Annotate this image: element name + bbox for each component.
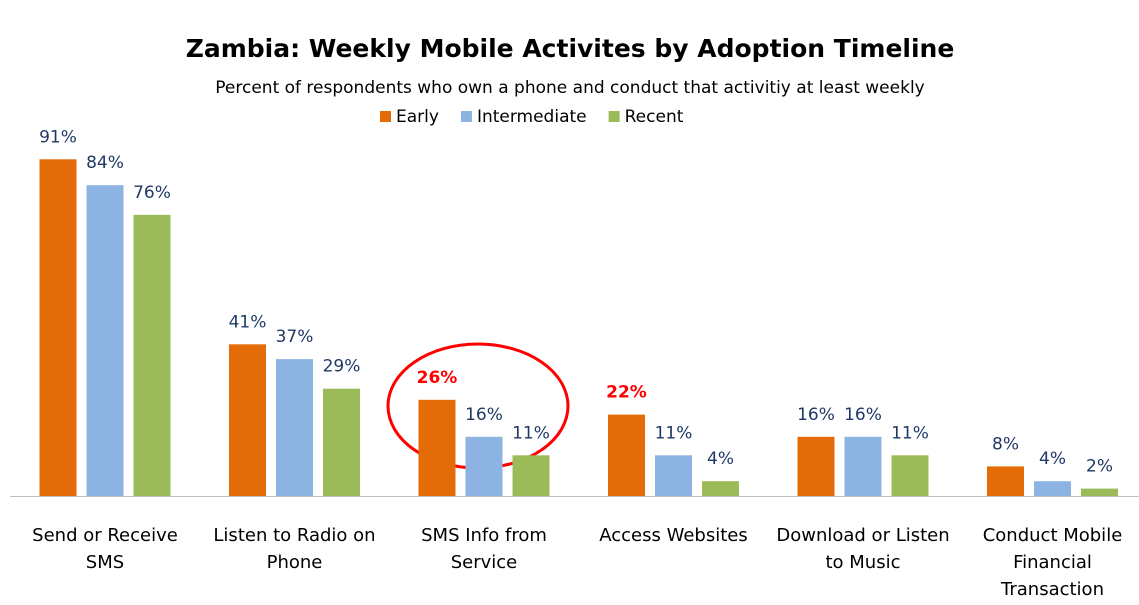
x-tick-label: SMS Info from Service [421, 525, 547, 573]
bar [844, 436, 882, 496]
value-label: 26% [417, 368, 458, 388]
bar [86, 185, 124, 496]
value-label: 2% [1086, 457, 1113, 477]
x-tick-label: Download or Listen to Music [776, 525, 950, 573]
value-label: 11% [655, 423, 693, 443]
chart-subtitle: Percent of respondents who own a phone a… [215, 78, 924, 98]
value-label: 11% [891, 423, 929, 443]
value-label: 4% [1039, 449, 1066, 469]
bar [39, 159, 77, 497]
bar [465, 436, 503, 496]
bar [1034, 481, 1071, 496]
bar [655, 455, 692, 496]
bar [987, 466, 1024, 496]
x-tick-label: Send or Receive SMS [32, 525, 178, 573]
legend-swatch [460, 111, 472, 122]
value-label: 11% [512, 423, 550, 443]
value-label: 76% [133, 183, 171, 203]
bar [229, 344, 266, 496]
bar [323, 388, 360, 496]
bar [608, 414, 645, 496]
value-label: 22% [606, 383, 647, 403]
value-label: 4% [707, 449, 734, 469]
value-label: 41% [229, 312, 267, 332]
legend-label: Intermediate [477, 107, 587, 127]
value-label: 37% [276, 327, 314, 347]
value-label: 29% [323, 357, 361, 377]
value-label: 84% [86, 153, 124, 173]
legend-swatch [608, 111, 620, 122]
value-label: 91% [39, 127, 77, 147]
legend-label: Recent [625, 107, 684, 127]
bar [1081, 488, 1118, 496]
x-tick-label: Conduct Mobile Financial Transaction [982, 525, 1123, 600]
bar [702, 481, 739, 496]
legend-swatch [380, 111, 391, 122]
bar [276, 359, 313, 496]
x-tick-label: Access Websites [599, 525, 748, 546]
bar [418, 399, 456, 496]
value-label: 8% [992, 434, 1019, 454]
legend-label: Early [396, 107, 439, 127]
bar [512, 455, 550, 496]
value-label: 16% [844, 405, 882, 425]
bar [891, 455, 929, 496]
chart-title: Zambia: Weekly Mobile Activites by Adopt… [186, 34, 955, 63]
value-label: 16% [797, 405, 835, 425]
x-tick-label: Listen to Radio on Phone [213, 525, 376, 573]
bar [133, 214, 171, 497]
bar [797, 436, 835, 496]
value-label: 16% [465, 405, 503, 425]
